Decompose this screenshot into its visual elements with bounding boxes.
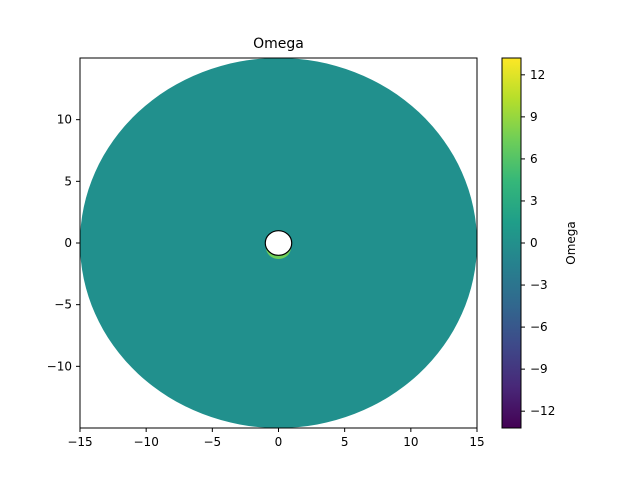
colorbar — [501, 57, 522, 429]
colorbar-tick-label: −12 — [530, 404, 555, 418]
y-tick-label: −5 — [54, 298, 72, 312]
x-tick-label: −10 — [134, 435, 159, 449]
y-axis-ticks: −10 −5 0 5 10 — [47, 113, 80, 373]
colorbar-tick-label: −6 — [530, 320, 548, 334]
cylinder-hole — [264, 230, 293, 256]
x-tick-label: 0 — [275, 435, 283, 449]
x-tick-label: −5 — [203, 435, 221, 449]
colorbar-tick-label: 6 — [530, 152, 538, 166]
y-tick-label: 10 — [57, 113, 72, 127]
colorbar-label: Omega — [564, 221, 578, 265]
x-tick-label: 15 — [469, 435, 484, 449]
colorbar-ticks: −12 −9 −6 −3 0 3 6 9 12 — [521, 68, 555, 418]
y-tick-label: 5 — [64, 174, 72, 188]
x-axis-ticks: −15 −10 −5 0 5 10 15 — [67, 428, 485, 449]
x-tick-label: −15 — [67, 435, 92, 449]
colorbar-tick-label: 9 — [530, 110, 538, 124]
colorbar-tick-label: 12 — [530, 68, 545, 82]
x-tick-label: 5 — [341, 435, 349, 449]
colorbar-tick-label: 0 — [530, 236, 538, 250]
y-tick-label: −10 — [47, 359, 72, 373]
colorbar-tick-label: 3 — [530, 194, 538, 208]
x-tick-label: 10 — [403, 435, 418, 449]
colorbar-tick-label: −9 — [530, 362, 548, 376]
chart-title: Omega — [253, 36, 304, 52]
y-tick-label: 0 — [64, 236, 72, 250]
plot-area — [80, 58, 477, 428]
colorbar-tick-label: −3 — [530, 278, 548, 292]
